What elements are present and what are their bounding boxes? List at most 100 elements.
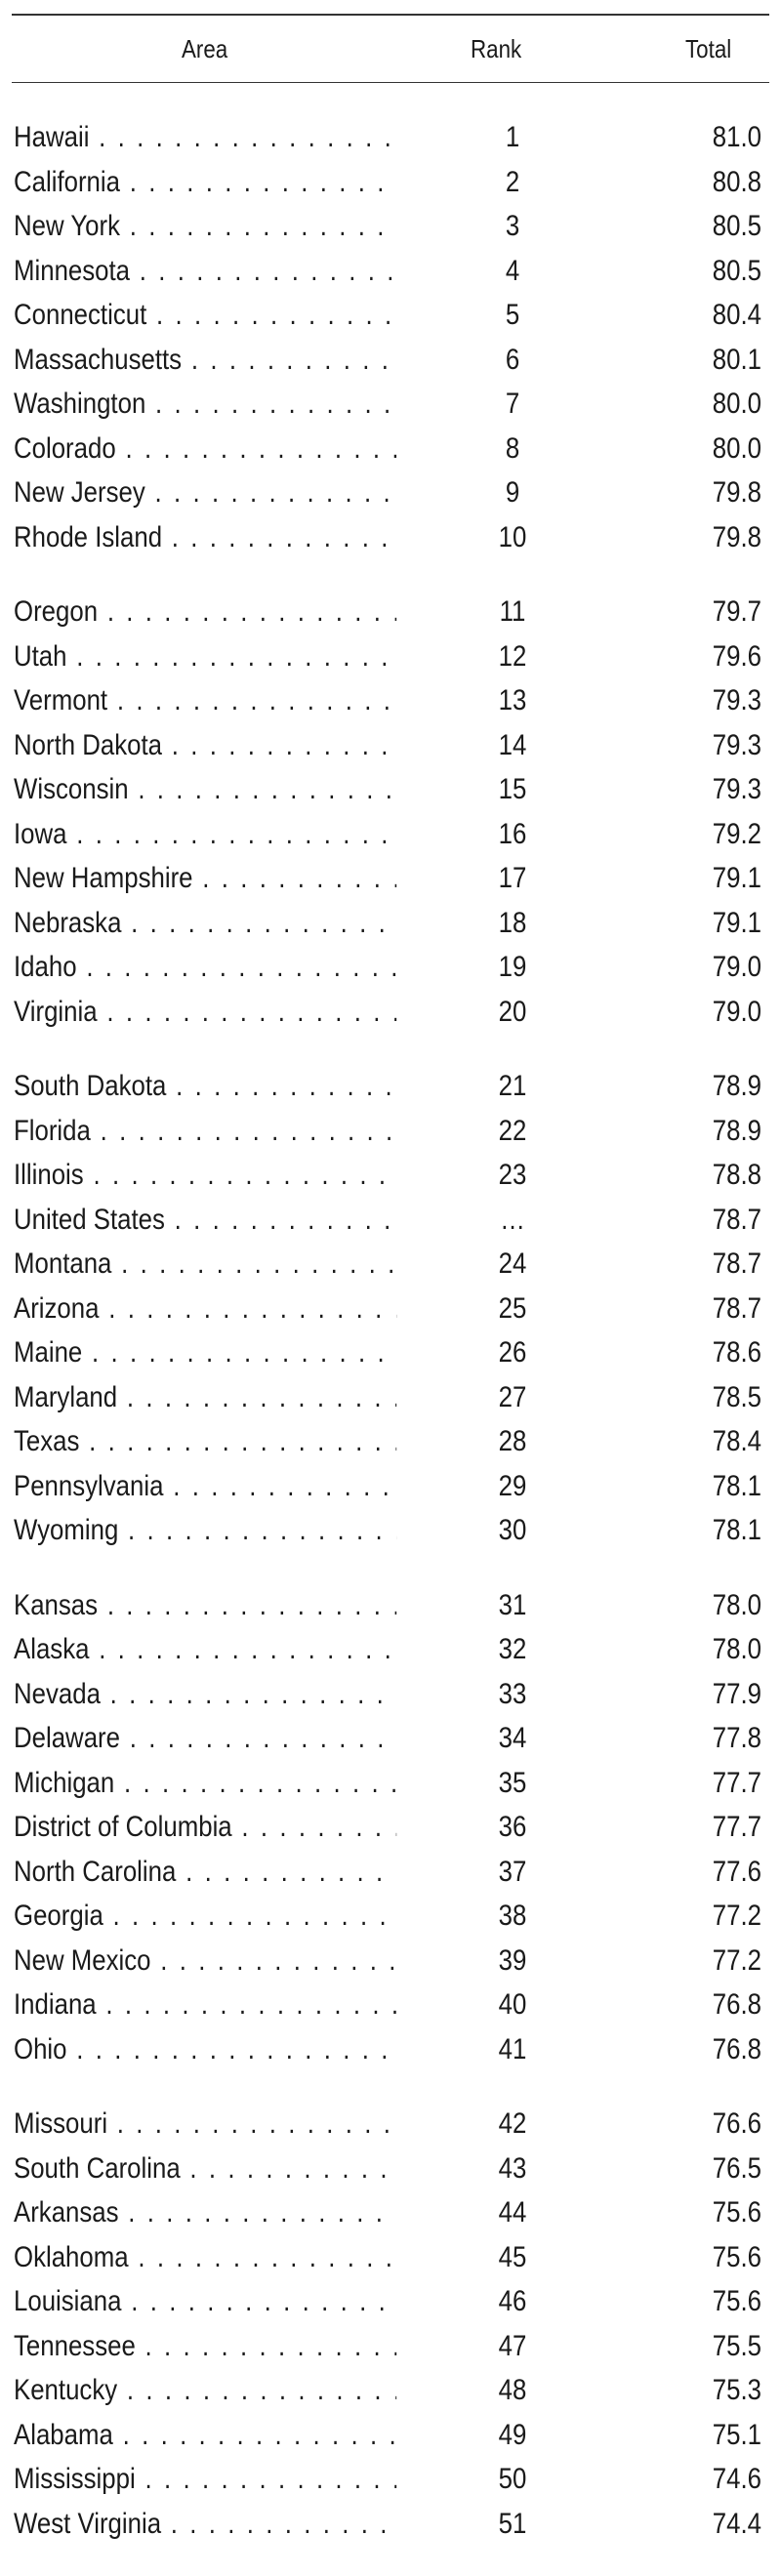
leader-dots: . . . . . . . . . . . . . . . . . . . . … (138, 2240, 396, 2273)
area-name: North Carolina (14, 1855, 177, 1888)
total-cell: 79.1 (712, 906, 761, 939)
area-cell: Indiana . . . . . . . . . . . . . . . . … (14, 1983, 396, 2027)
area-name: Oklahoma (14, 2240, 129, 2273)
area-name: Kansas (14, 1588, 99, 1621)
leader-dots: . . . . . . . . . . . . . . . . . . . . … (93, 1159, 396, 1191)
area-cell: Louisiana . . . . . . . . . . . . . . . … (14, 2279, 396, 2324)
total-cell: 79.3 (712, 684, 761, 716)
total-cell: 79.0 (712, 951, 761, 983)
total-cell: 78.4 (712, 1425, 761, 1457)
table-row: South Carolina . . . . . . . . . . . . .… (0, 2147, 781, 2191)
total-cell: 78.8 (712, 1159, 761, 1191)
area-name: Georgia (14, 1900, 103, 1932)
area-cell: Washington . . . . . . . . . . . . . . .… (14, 382, 396, 427)
total-cell: 75.6 (712, 2240, 761, 2273)
total-cell: 76.8 (712, 1988, 761, 2021)
rank-cell: 22 (498, 1114, 527, 1147)
area-name: Oregon (14, 595, 99, 628)
total-cell: 74.4 (712, 2507, 761, 2540)
leader-dots: . . . . . . . . . . . . . . . . . . . . … (241, 1811, 396, 1843)
area-name: Maryland (14, 1380, 118, 1413)
area-cell: North Dakota . . . . . . . . . . . . . .… (14, 723, 396, 768)
table-row: Illinois . . . . . . . . . . . . . . . .… (0, 1153, 781, 1198)
leader-dots: . . . . . . . . . . . . . . . . . . . . … (128, 2196, 396, 2228)
area-name: Tennessee (14, 2329, 136, 2362)
leader-dots: . . . . . . . . . . . . . . . . . . . . … (189, 2151, 396, 2185)
rank-cell: 50 (498, 2463, 527, 2495)
area-name: Washington (14, 388, 146, 420)
rank-cell: 14 (498, 728, 527, 761)
area-cell: Wisconsin . . . . . . . . . . . . . . . … (14, 767, 396, 812)
rank-cell: 5 (505, 299, 520, 331)
area-name: Indiana (14, 1988, 97, 2021)
table-row: Hawaii . . . . . . . . . . . . . . . . .… (0, 115, 781, 160)
leader-dots: . . . . . . . . . . . . . . . . . . . . … (109, 1677, 396, 1710)
total-cell: 78.5 (712, 1380, 761, 1413)
leader-dots: . . . . . . . . . . . . . . . . . . . . … (155, 388, 396, 420)
area-cell: Virginia . . . . . . . . . . . . . . . .… (14, 990, 396, 1035)
area-cell: Oklahoma . . . . . . . . . . . . . . . .… (14, 2235, 396, 2280)
area-cell: Missouri . . . . . . . . . . . . . . . .… (14, 2102, 396, 2147)
table-row: Alaska . . . . . . . . . . . . . . . . .… (0, 1627, 781, 1672)
area-name: Wisconsin (14, 773, 129, 805)
table-row: Washington . . . . . . . . . . . . . . .… (0, 382, 781, 427)
area-name: Virginia (14, 995, 98, 1028)
total-cell: 78.9 (712, 1070, 761, 1102)
leader-dots: . . . . . . . . . . . . . . . . . . . . … (171, 520, 396, 553)
leader-dots: . . . . . . . . . . . . . . . . . . . . … (116, 2107, 396, 2140)
rank-cell: 21 (498, 1070, 527, 1102)
table-row: Wisconsin . . . . . . . . . . . . . . . … (0, 767, 781, 812)
total-cell: 78.7 (712, 1203, 761, 1236)
rank-cell: 15 (498, 773, 527, 805)
row-group: Missouri . . . . . . . . . . . . . . . .… (0, 2102, 781, 2546)
total-cell: 77.7 (712, 1811, 761, 1843)
area-cell: Arkansas . . . . . . . . . . . . . . . .… (14, 2190, 396, 2235)
header-rule (12, 82, 769, 83)
total-cell: 78.7 (712, 1247, 761, 1280)
area-name: Connecticut (14, 299, 147, 331)
area-name: Montana (14, 1247, 112, 1280)
column-header-area: Area (182, 34, 228, 63)
area-cell: Ohio . . . . . . . . . . . . . . . . . .… (14, 2027, 396, 2072)
rank-cell: 26 (498, 1336, 527, 1369)
total-cell: 80.8 (712, 165, 761, 198)
rank-cell: 41 (498, 2032, 527, 2065)
table-row: Kansas . . . . . . . . . . . . . . . . .… (0, 1583, 781, 1628)
leader-dots: . . . . . . . . . . . . . . . . . . . . … (129, 165, 396, 198)
area-cell: Hawaii . . . . . . . . . . . . . . . . .… (14, 115, 396, 160)
table-row: California . . . . . . . . . . . . . . .… (0, 160, 781, 205)
area-name: Idaho (14, 951, 77, 983)
leader-dots: . . . . . . . . . . . . . . . . . . . . … (170, 2507, 396, 2540)
leader-dots: . . . . . . . . . . . . . . . . . . . . … (144, 2463, 396, 2495)
total-cell: 78.7 (712, 1291, 761, 1325)
table-row: Missouri . . . . . . . . . . . . . . . .… (0, 2102, 781, 2147)
total-cell: 78.0 (712, 1633, 761, 1665)
leader-dots: . . . . . . . . . . . . . . . . . . . . … (106, 995, 396, 1028)
area-name: New York (14, 210, 121, 242)
table-row: Delaware . . . . . . . . . . . . . . . .… (0, 1716, 781, 1761)
leader-dots: . . . . . . . . . . . . . . . . . . . . … (99, 121, 396, 153)
leader-dots: . . . . . . . . . . . . . . . . . . . . … (106, 595, 396, 628)
area-name: Massachusetts (14, 343, 183, 376)
table-row: Texas . . . . . . . . . . . . . . . . . … (0, 1419, 781, 1464)
area-cell: Arizona . . . . . . . . . . . . . . . . … (14, 1287, 396, 1331)
table-row: Massachusetts . . . . . . . . . . . . . … (0, 338, 781, 383)
rank-cell: 28 (498, 1425, 527, 1457)
area-cell: Colorado . . . . . . . . . . . . . . . .… (14, 427, 396, 471)
rank-cell: 45 (498, 2240, 527, 2273)
row-group: Oregon . . . . . . . . . . . . . . . . .… (0, 590, 781, 1034)
table-row: Arkansas . . . . . . . . . . . . . . . .… (0, 2190, 781, 2235)
area-name: California (14, 165, 120, 198)
leader-dots: . . . . . . . . . . . . . . . . . . . . … (116, 684, 396, 716)
leader-dots: . . . . . . . . . . . . . . . . . . . . … (100, 1114, 397, 1147)
area-cell: Delaware . . . . . . . . . . . . . . . .… (14, 1716, 396, 1761)
rank-cell: 13 (498, 684, 527, 716)
area-name: Delaware (14, 1722, 120, 1754)
leader-dots: . . . . . . . . . . . . . . . . . . . . … (125, 431, 396, 465)
leader-dots: . . . . . . . . . . . . . . . . . . . . … (144, 2329, 397, 2362)
table-row: Maine . . . . . . . . . . . . . . . . . … (0, 1330, 781, 1375)
area-cell: Kansas . . . . . . . . . . . . . . . . .… (14, 1583, 396, 1628)
leader-dots: . . . . . . . . . . . . . . . . . . . . … (126, 1380, 396, 1413)
area-cell: Illinois . . . . . . . . . . . . . . . .… (14, 1153, 396, 1198)
leader-dots: . . . . . . . . . . . . . . . . . . . . … (174, 1203, 397, 1236)
